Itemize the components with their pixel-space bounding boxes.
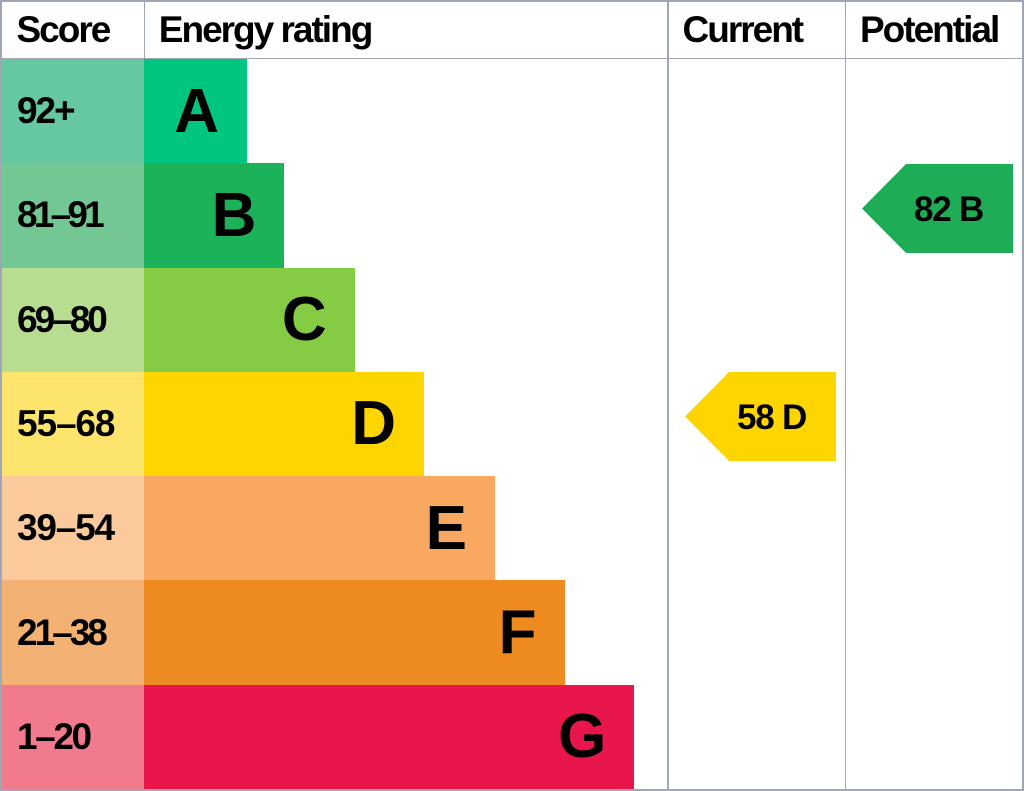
svg-text:82 B: 82 B [914,190,983,229]
svg-text:58 D: 58 D [737,398,806,437]
